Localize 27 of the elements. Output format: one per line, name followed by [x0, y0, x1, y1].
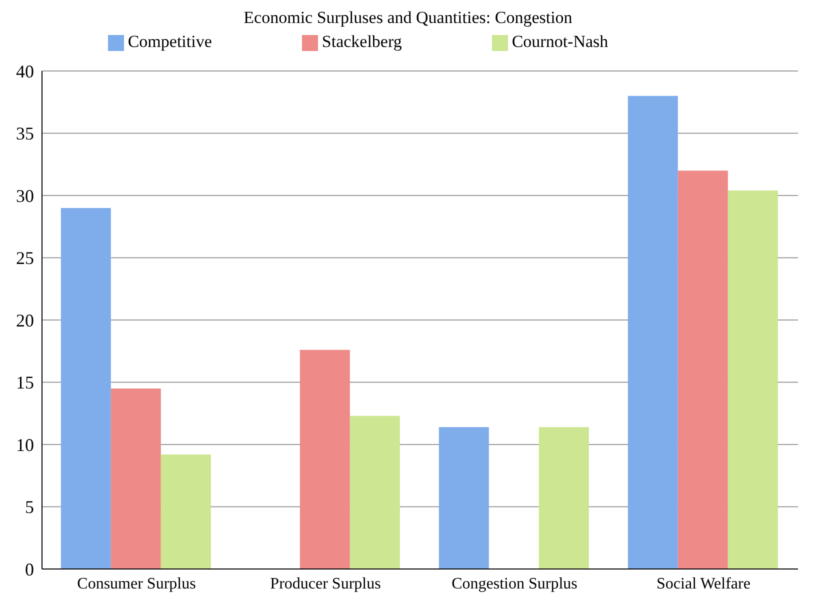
legend-label: Cournot-Nash: [512, 32, 608, 51]
bar: [728, 190, 778, 569]
y-tick-label: 25: [16, 248, 34, 268]
bar: [160, 454, 211, 569]
bar: [300, 350, 350, 569]
y-tick-label: 0: [25, 559, 34, 580]
bar: [438, 427, 489, 569]
x-tick-label: Consumer Surplus: [77, 575, 196, 592]
y-tick-label: 40: [16, 61, 34, 82]
legend-label: Stackelberg: [322, 32, 402, 51]
bar: [538, 427, 589, 569]
bar: [350, 416, 400, 569]
x-tick-label: Producer Surplus: [270, 575, 381, 592]
bar: [678, 170, 728, 569]
bar: [110, 388, 161, 569]
y-tick-label: 20: [16, 310, 34, 330]
chart-title: Economic Surpluses and Quantities: Congestion: [244, 8, 572, 27]
y-tick-label: 10: [16, 434, 34, 455]
legend-label: Competitive: [128, 32, 212, 51]
x-tick-label: Congestion Surplus: [452, 575, 578, 592]
y-tick-label: 5: [25, 497, 34, 518]
x-tick-label: Social Welfare: [656, 575, 750, 592]
y-tick-label: 15: [16, 372, 34, 393]
bar: [60, 208, 111, 569]
bar: [628, 96, 678, 569]
y-tick-label: 30: [16, 186, 34, 206]
y-tick-label: 35: [16, 124, 34, 144]
